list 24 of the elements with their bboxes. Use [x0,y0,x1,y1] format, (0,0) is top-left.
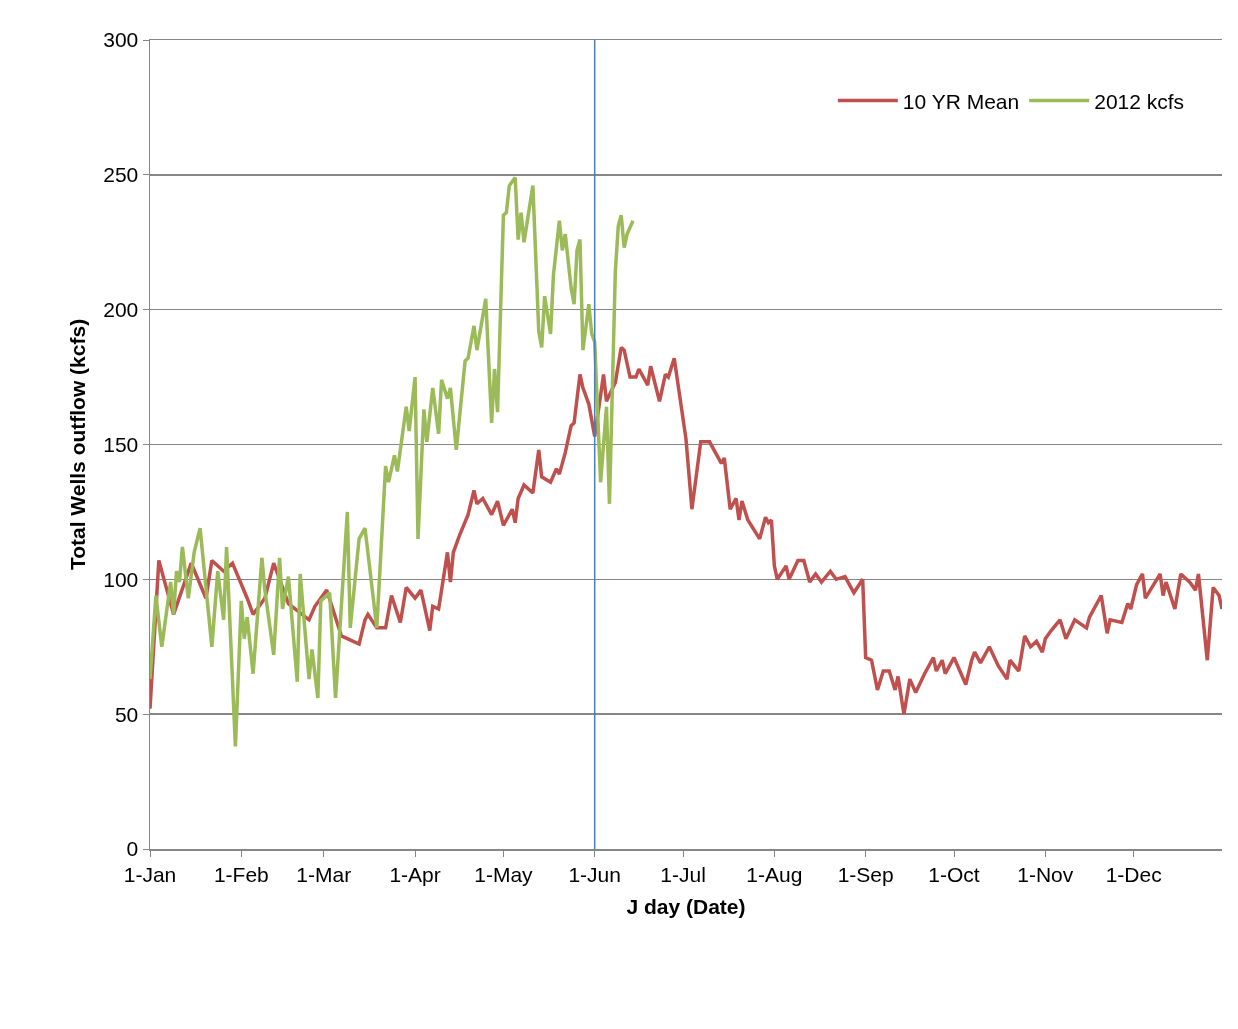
line-series [150,175,635,749]
x-tick-label: 1-Apr [389,862,441,886]
x-tick-label: 1-Dec [1105,862,1162,886]
x-tick-label: 1-Sep [837,862,894,886]
y-tick-label: 100 [103,567,139,591]
y-tick-label: 50 [114,702,139,726]
y-tick-label: 200 [103,298,139,322]
y-tick-label: 300 [103,28,139,52]
x-tick-label: 1-May [474,862,534,886]
y-axis-title: Total Wells outflow (kcfs) [65,318,89,571]
x-tick-label: 1-Feb [213,862,269,886]
x-axis-title: J day (Date) [626,894,746,918]
x-tick-label: 1-Oct [928,862,980,886]
x-tick-label: 1-Jan [123,862,177,886]
y-tick-label: 0 [126,837,139,861]
x-tick-label: 1-Aug [746,862,803,886]
legend-label: 10 YR Mean [902,89,1020,113]
y-tick-label: 250 [103,163,139,187]
x-tick-label: 1-Jul [660,862,706,886]
x-tick-label: 1-Nov [1017,862,1074,886]
legend-label: 2012 kcfs [1094,89,1185,113]
x-tick-label: 1-Jun [568,862,621,886]
x-tick-label: 1-Mar [296,862,352,886]
y-tick-label: 150 [103,432,139,456]
